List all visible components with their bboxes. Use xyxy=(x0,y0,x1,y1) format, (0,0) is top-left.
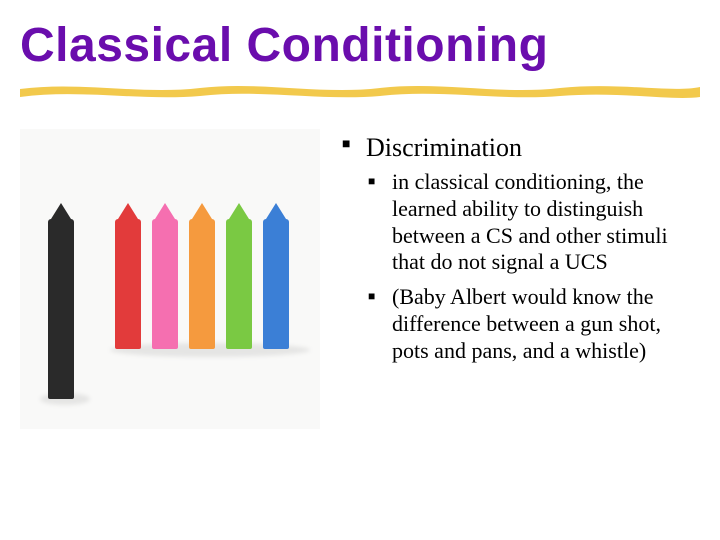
crayon-pink xyxy=(152,219,178,349)
bullet-level1-label: Discrimination xyxy=(366,133,522,162)
crayon-blue xyxy=(263,219,289,349)
crayon-green xyxy=(226,219,252,349)
bullet-level2: in classical conditioning, the learned a… xyxy=(366,169,700,276)
bullet-text: Discrimination in classical conditioning… xyxy=(340,129,700,429)
title-underline xyxy=(20,77,700,99)
slide-title: Classical Conditioning xyxy=(0,0,720,77)
bullet-level2: (Baby Albert would know the difference b… xyxy=(366,284,700,364)
crayon-black xyxy=(48,219,74,399)
crayon-red xyxy=(115,219,141,349)
content-row: Discrimination in classical conditioning… xyxy=(0,119,720,429)
bullet-level1: Discrimination in classical conditioning… xyxy=(340,133,700,365)
crayon-orange xyxy=(189,219,215,349)
crayons-image xyxy=(20,129,320,429)
